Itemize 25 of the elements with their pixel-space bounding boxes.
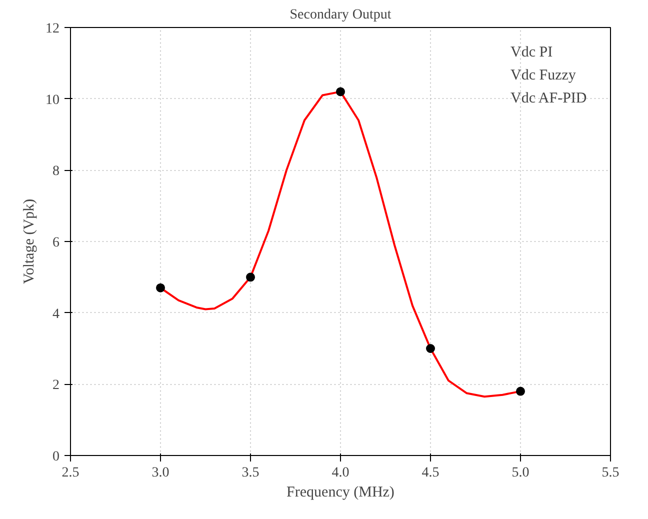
point — [336, 87, 345, 96]
x-tick-label: 3.5 — [242, 466, 260, 480]
y-axis-title: Voltage (Vpk) — [22, 198, 38, 284]
point — [426, 344, 435, 353]
annotation: Vdc PI — [510, 44, 553, 60]
chart-title: Secondary Output — [290, 8, 392, 22]
x-tick-label: 2.5 — [62, 466, 80, 480]
point — [516, 386, 525, 396]
point — [246, 272, 255, 282]
x-tick-label: 4.5 — [422, 466, 440, 480]
annotation: Vdc AF-PID — [510, 90, 587, 106]
x-tick-label: 5.0 — [512, 466, 530, 480]
y-tick-label: 6 — [52, 236, 60, 250]
y-tick-label: 12 — [46, 22, 60, 36]
y-tick-label: 2 — [52, 378, 60, 394]
y-tick-label: 8 — [52, 164, 60, 180]
x-tick-label: 4.0 — [332, 466, 350, 480]
x-axis-title: Frequency (MHz) — [286, 484, 394, 500]
y-tick-label: 0 — [52, 450, 60, 464]
point — [156, 283, 165, 292]
x-tick-label: 3.0 — [152, 466, 170, 480]
y-tick-label: 4 — [52, 306, 60, 322]
annotation: Vdc Fuzzy — [510, 68, 576, 84]
y-tick-label: 10 — [46, 92, 60, 108]
x-tick-label: 5.5 — [602, 466, 620, 480]
